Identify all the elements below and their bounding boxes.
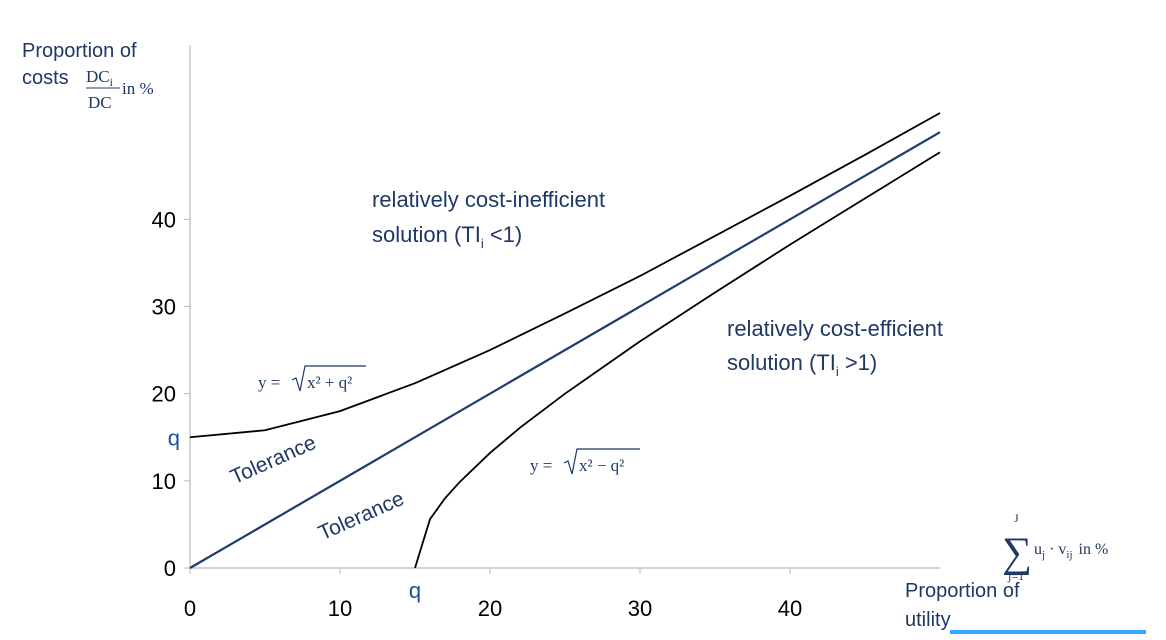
sub: j [1041,549,1045,561]
sub: ij [1066,549,1072,561]
scroll-indicator [950,630,1146,634]
y-tick-label: q [168,425,180,450]
sub: i [110,75,114,89]
curve-label: x² + q² [307,373,352,392]
num: DC [86,67,110,86]
sum-upper: J [1014,511,1019,525]
x-tick-label: 0 [184,596,196,621]
region-label: relatively cost-inefficient [372,187,605,212]
sub: i [836,364,839,379]
axes [189,45,940,569]
tolerance-label: Tolerance [227,431,320,489]
line [189,131,941,569]
curve-label: x² − q² [579,456,624,475]
region-label: solution (TIi <1) [372,222,522,251]
y-tick-label: 0 [164,556,176,581]
curve-label: y = [530,456,552,475]
sum-symbol: ∑ [1002,530,1032,576]
region-label: solution (TIi >1) [727,350,877,379]
curve-label: y = [258,373,280,392]
y-tick-label: 40 [152,207,176,232]
y-tick-label: 20 [152,382,176,407]
x-tick-label: 40 [778,596,802,621]
term: u [1034,541,1042,558]
x-tick-label: q [409,578,421,603]
region-label: relatively cost-efficient [727,316,943,341]
y-label-den: DC [88,93,112,112]
x-label: Proportion of [905,580,1020,602]
y-label: costs [22,67,69,89]
radical [291,365,366,392]
x-tick-label: 20 [478,596,502,621]
line [414,151,941,569]
y-tick-label: 30 [152,295,176,320]
sub: i [481,236,484,251]
term: · v [1045,541,1066,558]
y-label-unit: in % [122,79,154,98]
x-tick-label: 10 [328,596,352,621]
part: <1) [484,222,523,247]
unit: in % [1079,541,1109,558]
y-tick-label: 10 [152,469,176,494]
sum-lower: j=1 [1007,569,1024,583]
radical [563,448,640,475]
line [189,112,941,439]
y-label: Proportion of [22,40,137,62]
part: solution (TI [372,222,481,247]
sum-term: uj · vij in % [1034,541,1108,561]
x-tick-label: 30 [628,596,652,621]
tolerance-label: Tolerance [315,487,408,545]
y-label-num: DCi [86,67,114,89]
part: >1) [839,350,878,375]
x-label: utility [905,609,951,631]
part: solution (TI [727,350,836,375]
